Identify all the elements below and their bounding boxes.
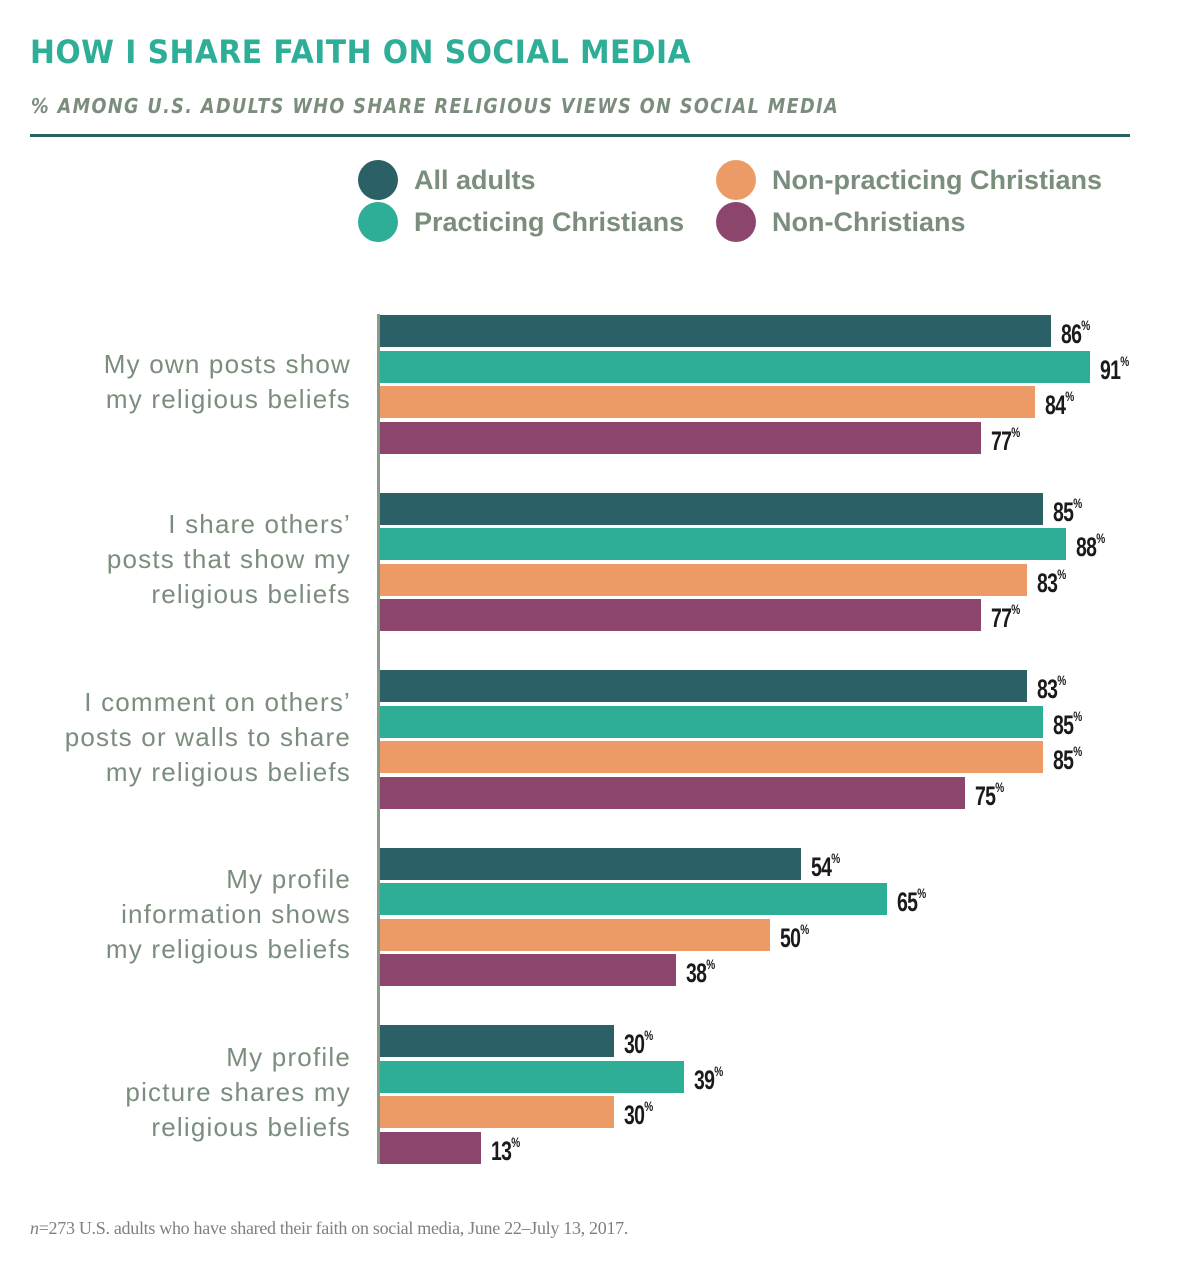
- bar-profile-info-non-practicing-christians: [380, 918, 770, 951]
- bar-comment-others-non-christians: [380, 776, 965, 809]
- value-label-share-others-posts-non-practicing-christians: 83%: [1037, 565, 1066, 598]
- bar-profile-picture-non-practicing-christians: [380, 1096, 614, 1128]
- bar-comment-others-all-adults: [380, 670, 1028, 702]
- category-label-profile-picture: My profile picture shares my religious b…: [125, 1041, 351, 1142]
- value-label-profile-info-all-adults: 54%: [811, 849, 840, 882]
- legend-swatch: [358, 202, 398, 242]
- category-label-own-posts: My own posts show my religious beliefs: [103, 349, 351, 415]
- value-label-share-others-posts-non-christians: 77%: [990, 601, 1020, 633]
- legend-swatch: [716, 202, 756, 242]
- bar-own-posts-all-adults: [380, 315, 1051, 347]
- category-label-profile-info: My profile information shows my religiou…: [105, 864, 351, 965]
- bar-own-posts-non-practicing-christians: [380, 386, 1036, 418]
- value-label-own-posts-non-practicing-christians: 84%: [1045, 388, 1074, 420]
- category-label-share-others-posts: I share others’ posts that show my relig…: [106, 509, 351, 610]
- bar-profile-info-practicing-christians: [380, 883, 887, 915]
- legend-label: Non-practicing Christians: [772, 164, 1103, 195]
- footnote: n=273 U.S. adults who have shared their …: [30, 1218, 628, 1239]
- bar-profile-picture-non-christians: [380, 1131, 482, 1164]
- value-label-comment-others-practicing-christians: 85%: [1053, 707, 1082, 740]
- legend-label: All adults: [414, 164, 536, 195]
- bar-share-others-posts-non-practicing-christians: [380, 563, 1028, 596]
- bar-profile-picture-all-adults: [380, 1025, 614, 1057]
- bar-comment-others-practicing-christians: [380, 705, 1043, 738]
- bar-share-others-posts-all-adults: [380, 492, 1043, 525]
- value-label-profile-picture-non-practicing-christians: 30%: [624, 1098, 653, 1130]
- value-label-own-posts-non-christians: 77%: [990, 423, 1020, 456]
- bar-profile-info-non-christians: [380, 954, 677, 986]
- legend-item-practicing-christians: Practicing Christians: [358, 202, 684, 242]
- legend-label: Practicing Christians: [414, 206, 685, 237]
- value-label-profile-info-non-practicing-christians: 50%: [780, 920, 809, 953]
- legend-label: Non-Christians: [772, 206, 966, 237]
- legend-item-all-adults: All adults: [358, 160, 536, 200]
- bar-own-posts-practicing-christians: [380, 350, 1090, 383]
- value-label-own-posts-all-adults: 86%: [1060, 317, 1090, 349]
- footnote-text: =273 U.S. adults who have shared their f…: [38, 1218, 629, 1238]
- value-label-profile-picture-all-adults: 30%: [624, 1027, 653, 1059]
- value-label-profile-info-non-christians: 38%: [686, 956, 715, 988]
- legend-item-non-practicing-christians: Non-practicing Christians: [716, 160, 1102, 200]
- value-label-comment-others-all-adults: 83%: [1037, 672, 1066, 704]
- bar-share-others-posts-practicing-christians: [380, 528, 1067, 560]
- value-label-profile-info-practicing-christians: 65%: [897, 885, 926, 917]
- value-label-share-others-posts-all-adults: 85%: [1053, 494, 1082, 527]
- legend: All adults Non-practicing Christians Pra…: [358, 160, 1158, 250]
- chart-title: HOW I SHARE FAITH ON SOCIAL MEDIA: [30, 33, 692, 71]
- value-label-share-others-posts-practicing-christians: 88%: [1076, 530, 1105, 562]
- legend-swatch: [358, 160, 398, 200]
- bar-own-posts-non-christians: [380, 421, 981, 454]
- category-label-comment-others: I comment on others’ posts or walls to s…: [64, 686, 351, 787]
- title-divider: [30, 134, 1130, 137]
- value-label-profile-picture-practicing-christians: 39%: [694, 1062, 723, 1095]
- bar-share-others-posts-non-christians: [380, 599, 981, 631]
- bar-comment-others-non-practicing-christians: [380, 741, 1043, 773]
- legend-item-non-christians: Non-Christians: [716, 202, 966, 242]
- value-label-comment-others-non-christians: 75%: [975, 778, 1004, 811]
- chart-subtitle: % AMONG U.S. ADULTS WHO SHARE RELIGIOUS …: [31, 94, 840, 118]
- footnote-n: n: [30, 1218, 39, 1238]
- bar-profile-info-all-adults: [380, 847, 802, 880]
- bar-profile-picture-practicing-christians: [380, 1060, 685, 1093]
- value-label-comment-others-non-practicing-christians: 85%: [1053, 743, 1082, 775]
- legend-swatch: [716, 160, 756, 200]
- value-label-own-posts-practicing-christians: 91%: [1099, 352, 1129, 385]
- value-label-profile-picture-non-christians: 13%: [491, 1133, 520, 1166]
- y-axis-line: [377, 314, 380, 1164]
